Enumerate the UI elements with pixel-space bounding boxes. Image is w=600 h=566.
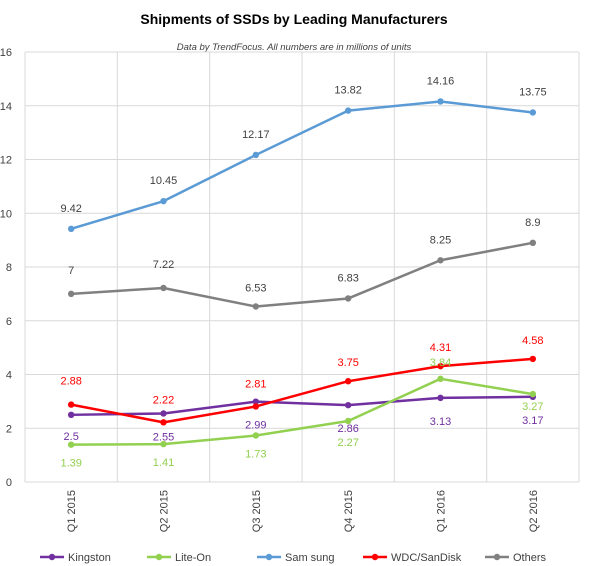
data-point-liteon [344,417,352,425]
data-label-others: 8.25 [430,234,451,246]
data-label-wdc: 2.81 [245,378,266,390]
y-tick-label: 16 [0,47,12,59]
x-tick-label: Q2 2015 [159,490,171,532]
legend-marker-kingston [48,553,56,561]
legend-label-kingston: Kingston [68,552,111,564]
series-line-liteon [71,377,534,446]
legend-marker-others [493,553,501,561]
y-axis: 0 2 4 6 8 10 12 14 16 [0,47,12,489]
data-label-others: 6.83 [337,272,358,284]
data-label-kingston: 3.17 [522,415,543,427]
chart-subtitle: Data by TrendFocus. All numbers are in m… [177,42,412,53]
data-label-liteon: 2.27 [337,437,358,449]
data-label-others: 6.53 [245,283,266,295]
y-tick-label: 10 [0,208,12,220]
y-tick-label: 8 [6,262,12,274]
data-label-kingston: 2.5 [64,431,79,443]
x-tick-label: Q2 2016 [528,490,540,532]
data-point-kingston [67,411,75,419]
data-point-kingston [252,398,260,405]
y-tick-label: 12 [0,155,12,167]
data-point-liteon [67,441,75,448]
data-point-others [344,295,352,302]
data-label-others: 8.9 [525,217,540,229]
data-label-samsung: 13.75 [519,86,547,98]
data-point-samsung [437,98,444,105]
data-point-samsung [344,107,352,114]
series-line-samsung [70,100,533,231]
data-label-liteon: 3.27 [522,401,543,413]
legend-label-others: Others [513,552,547,564]
data-point-kingston [160,410,167,417]
data-point-samsung [67,225,75,233]
data-point-others [252,303,260,310]
y-tick-label: 2 [6,423,12,435]
data-label-kingston: 2.86 [337,423,358,435]
data-point-samsung [529,109,537,116]
data-point-wdc [529,355,537,363]
data-label-kingston: 3.13 [430,416,451,428]
y-tick-label: 0 [6,477,12,489]
legend: Kingston Lite-On Sam sung WDC/SanDisk Others [40,552,547,564]
data-label-samsung: 12.17 [242,129,270,141]
data-label-liteon: 1.73 [245,449,266,461]
legend-marker-liteon [155,553,163,561]
data-label-samsung: 13.82 [334,85,362,97]
data-label-wdc: 4.31 [430,342,451,354]
legend-marker-wdc [371,553,379,561]
data-point-wdc [437,362,444,370]
data-label-kingston: 2.55 [153,431,174,443]
data-point-samsung [252,151,260,159]
legend-label-liteon: Lite-On [175,552,211,564]
y-tick-label: 6 [6,316,12,328]
data-label-wdc: 2.88 [60,376,81,388]
data-label-others: 7.22 [153,259,174,271]
data-label-liteon: 1.39 [60,458,81,470]
chart-title: Shipments of SSDs by Leading Manufacture… [140,11,447,27]
data-point-wdc [160,419,167,426]
data-point-liteon [437,375,444,382]
data-point-wdc [67,401,75,408]
data-label-samsung: 10.45 [150,175,178,187]
legend-marker-samsung [265,553,273,561]
x-tick-label: Q3 2015 [251,490,263,532]
data-point-others [437,257,444,264]
series-line-others [71,241,534,308]
data-point-liteon [252,432,260,439]
grid [24,51,580,483]
data-label-wdc: 2.22 [153,394,174,406]
data-label-samsung: 14.16 [427,75,455,87]
x-tick-label: Q4 2015 [343,490,355,532]
series-line-wdc [70,357,533,424]
data-point-kingston [437,394,444,402]
data-label-samsung: 9.42 [60,203,81,215]
data-label-others: 7 [68,265,74,277]
data-label-wdc: 3.75 [337,357,358,369]
series-line-kingston [71,395,533,417]
data-point-liteon [160,440,167,448]
legend-label-wdc: WDC/SanDisk [391,552,462,564]
data-point-wdc [252,403,260,410]
data-label-wdc: 4.58 [522,335,543,347]
data-label-kingston: 2.99 [245,420,266,432]
data-point-others [160,284,167,292]
series [67,98,537,448]
legend-label-samsung: Sam sung [285,552,335,564]
x-tick-label: Q1 2015 [66,490,78,532]
data-point-kingston [344,401,352,409]
data-point-others [529,239,537,247]
data-label-liteon: 1.41 [153,457,174,469]
data-labels: 2.5 2.55 2.99 2.86 3.13 3.17 1.39 1.41 1.73 2.27 3… [60,75,546,469]
data-point-others [67,290,75,298]
data-label-liteon: 3.84 [430,357,451,369]
x-tick-label: Q1 2016 [436,490,448,532]
data-point-wdc [344,378,352,385]
data-point-liteon [529,390,537,398]
data-point-samsung [160,197,167,205]
y-tick-label: 4 [6,370,12,382]
y-tick-label: 14 [0,101,12,113]
x-axis: Q1 2015 Q2 2015 Q3 2015 Q4 2015 Q1 2016 Q2 20… [66,490,540,532]
